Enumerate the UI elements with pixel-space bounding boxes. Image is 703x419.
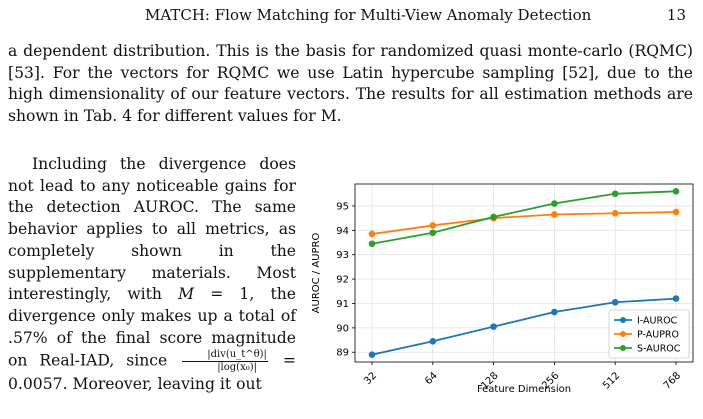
data-point-s-auroc <box>672 188 680 195</box>
data-point-i-auroc <box>611 298 619 306</box>
legend-label: S-AUROC <box>637 344 681 355</box>
y-tick-label: 92 <box>336 275 349 286</box>
x-tick-label: 64 <box>423 370 440 387</box>
page-number: 13 <box>666 6 686 24</box>
fraction-numerator: |div(u_t^θ)| <box>182 349 268 363</box>
legend-marker <box>620 345 626 351</box>
legend-marker <box>620 331 626 337</box>
data-point-p-aupro <box>672 208 680 216</box>
data-point-s-auroc <box>429 229 437 237</box>
data-point-i-auroc <box>429 337 437 345</box>
x-tick-label: 512 <box>601 370 622 391</box>
math-M: M <box>178 285 195 304</box>
paragraph-2-text-eq: = 1, the divergence only makes up a tota… <box>8 285 296 370</box>
page-header: MATCH: Flow Matching for Multi-View Anom… <box>0 6 703 28</box>
x-tick-label: 768 <box>662 370 683 391</box>
series-line-s-auroc <box>371 190 677 245</box>
y-tick-label: 90 <box>336 323 349 334</box>
legend-label: P-AUPRO <box>637 330 679 341</box>
data-point-i-auroc <box>368 351 376 358</box>
data-point-s-auroc <box>611 190 619 198</box>
data-point-i-auroc <box>551 308 558 316</box>
data-point-s-auroc <box>490 213 497 221</box>
paragraph-2: Including the divergence does not lead t… <box>8 154 296 396</box>
legend-marker <box>620 317 626 323</box>
score-ratio-fraction: |div(u_t^θ)| |log(x₀)| <box>182 349 268 374</box>
data-point-s-auroc <box>551 200 558 207</box>
data-point-p-aupro <box>429 222 437 229</box>
y-tick-label: 89 <box>336 348 349 359</box>
data-point-s-auroc <box>368 240 376 248</box>
y-axis-label: AUROC / AUPRO <box>311 233 322 314</box>
series-line-i-auroc <box>371 297 677 356</box>
data-point-p-aupro <box>611 209 619 217</box>
data-point-p-aupro <box>368 230 376 238</box>
data-point-p-aupro <box>551 211 558 218</box>
paragraph-2-text-after: = 0.0057. Moreover, leaving it out <box>8 351 296 394</box>
y-tick-label: 95 <box>336 201 349 212</box>
x-tick-label: 32 <box>362 370 379 387</box>
paragraph-1: a dependent distribution. This is the ba… <box>8 42 693 125</box>
fraction-denominator: |log(x₀)| <box>217 362 257 374</box>
data-point-i-auroc <box>490 323 497 330</box>
y-tick-label: 91 <box>336 299 349 310</box>
running-title: MATCH: Flow Matching for Multi-View Anom… <box>145 6 592 24</box>
y-tick-label: 94 <box>336 226 349 237</box>
y-tick-label: 93 <box>336 250 349 261</box>
paragraph-2-text-before: Including the divergence does not lead t… <box>8 155 296 304</box>
legend-box <box>608 309 690 359</box>
line-chart: 89 90 91 92 93 94 95 32 64 128 256 512 768 Feature Di… <box>305 166 703 415</box>
data-point-i-auroc <box>672 295 680 302</box>
series-line-p-aupro <box>371 211 677 235</box>
x-axis-label: Feature Dimension <box>477 384 571 395</box>
legend-label: I-AUROC <box>637 316 678 327</box>
plot-frame <box>354 183 694 363</box>
